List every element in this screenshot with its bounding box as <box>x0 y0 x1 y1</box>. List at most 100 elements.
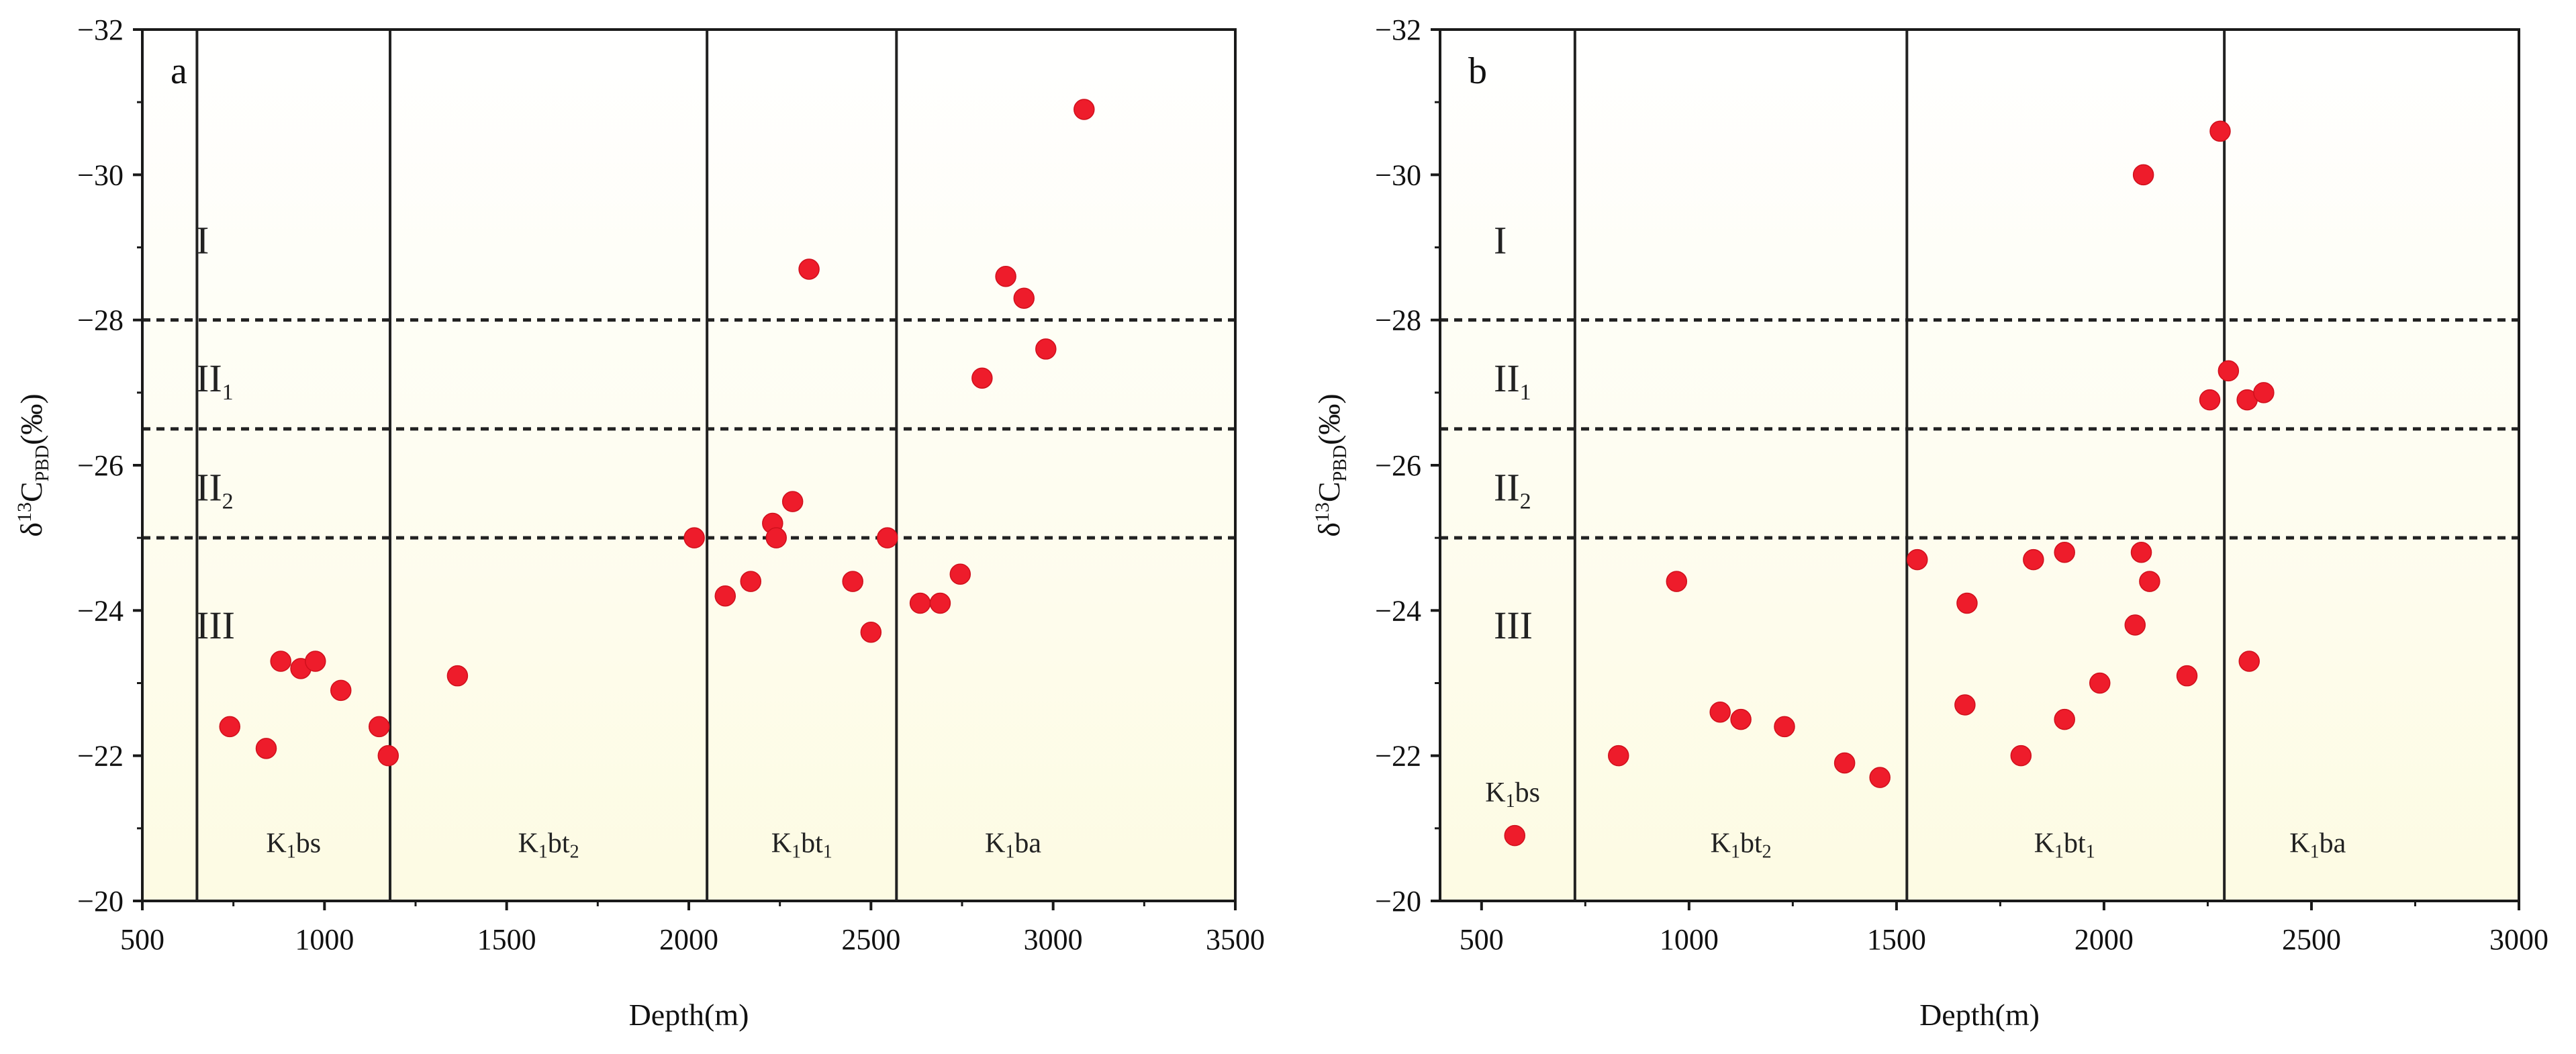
data-point <box>1035 338 1057 360</box>
data-point <box>2023 548 2044 571</box>
data-point <box>1907 548 1928 571</box>
formation-label: K1bt1 <box>2034 828 2095 862</box>
data-point <box>2209 120 2231 142</box>
x-tick-label: 1500 <box>1867 923 1926 956</box>
y-tick-label: −30 <box>77 158 124 191</box>
panel-letter: a <box>171 50 187 92</box>
zone-label: III <box>1494 604 1533 647</box>
x-tick-label: 2000 <box>659 923 718 956</box>
data-point <box>1013 287 1035 309</box>
data-point <box>971 367 993 389</box>
data-point <box>2054 708 2075 730</box>
formation-label: K1ba <box>985 828 1041 862</box>
data-point <box>2010 745 2032 767</box>
panel-letter: b <box>1468 50 1487 92</box>
y-tick-label: −28 <box>77 304 124 337</box>
data-point <box>1709 702 1731 723</box>
x-tick-label: 500 <box>1460 923 1504 956</box>
x-tick-label: 1500 <box>477 923 536 956</box>
data-point <box>2139 571 2160 592</box>
data-point <box>781 491 804 512</box>
y-tick-label: −32 <box>1375 13 1421 46</box>
y-tick-label: −20 <box>77 885 124 918</box>
data-point <box>929 592 951 614</box>
x-tick-label: 2000 <box>2074 923 2134 956</box>
y-tick-label: −24 <box>1375 594 1421 627</box>
data-point <box>860 622 882 643</box>
formation-label: K1ba <box>2289 828 2346 862</box>
x-tick-label: 3000 <box>1024 923 1083 956</box>
data-point <box>1869 767 1891 788</box>
y-axis-title: δ13CPBD(‰) <box>1311 393 1351 536</box>
data-point <box>877 527 898 548</box>
data-point <box>330 679 352 702</box>
zone-label: II2 <box>1494 465 1531 514</box>
y-tick-label: −22 <box>1375 740 1421 773</box>
zone-label: III <box>196 604 235 647</box>
x-tick-label: 500 <box>120 923 164 956</box>
data-point <box>2253 382 2275 403</box>
x-tick-label: 2500 <box>2282 923 2341 956</box>
y-axis-title: δ13CPBD(‰) <box>13 393 53 536</box>
data-point <box>305 651 326 672</box>
data-point <box>949 563 971 585</box>
x-axis-title: Depth(m) <box>1919 998 2040 1032</box>
formation-label: K1bs <box>1485 777 1540 812</box>
data-point <box>1074 99 1095 120</box>
y-tick-label: −24 <box>77 594 124 627</box>
y-tick-label: −20 <box>1375 885 1421 918</box>
chart-panel-b: −20 −22 −24 −26 −28 −30 −32 500 1000 1500 2000 2500… <box>1311 13 2548 1032</box>
data-point <box>798 258 820 280</box>
data-point <box>1774 716 1795 738</box>
y-tick-label: −26 <box>1375 449 1421 482</box>
data-point <box>909 592 931 614</box>
data-point <box>765 527 787 548</box>
y-tick-label: −32 <box>77 13 124 46</box>
data-point <box>219 716 240 738</box>
formation-label: K1bt2 <box>1711 828 1772 862</box>
data-point <box>2217 360 2240 382</box>
zone-label: II1 <box>1494 356 1531 405</box>
data-point <box>2130 542 2152 563</box>
y-tick-label: −30 <box>1375 158 1421 191</box>
data-point <box>2132 164 2154 186</box>
data-point <box>270 651 291 672</box>
y-tick-label: −26 <box>77 449 124 482</box>
y-tick-label: −22 <box>77 740 124 773</box>
data-point <box>1833 752 1856 774</box>
data-point <box>995 266 1016 287</box>
zone-label: II1 <box>196 356 234 405</box>
x-tick-label: 1000 <box>1660 923 1719 956</box>
plot-background <box>142 30 1235 901</box>
data-point <box>2054 542 2075 563</box>
data-point <box>1504 824 1526 847</box>
data-point <box>842 571 863 592</box>
data-point <box>1666 571 1688 592</box>
data-point <box>2089 672 2111 694</box>
zone-label: II2 <box>196 465 234 514</box>
data-point <box>2124 614 2146 636</box>
formation-label: K1bt1 <box>771 828 832 862</box>
zone-label: I <box>1494 219 1507 262</box>
data-point <box>1608 745 1629 767</box>
zone-label: I <box>196 219 209 262</box>
data-point <box>2199 389 2221 411</box>
data-point <box>683 527 705 548</box>
x-tick-label: 2500 <box>841 923 900 956</box>
data-point <box>446 665 469 687</box>
data-point <box>1956 592 1978 614</box>
data-point <box>2176 665 2198 687</box>
data-point <box>2238 651 2260 672</box>
data-point <box>255 738 277 759</box>
x-axis-title: Depth(m) <box>629 998 749 1032</box>
formation-label: K1bs <box>266 828 321 862</box>
plot-background <box>1440 30 2519 901</box>
x-tick-label: 1000 <box>295 923 354 956</box>
formation-label: K1bt2 <box>518 828 579 862</box>
data-point <box>377 745 399 767</box>
x-tick-label: 3000 <box>2489 923 2548 956</box>
data-point <box>1730 708 1752 730</box>
x-tick-label: 3500 <box>1206 923 1265 956</box>
data-point <box>1954 694 1976 716</box>
y-tick-label: −28 <box>1375 304 1421 337</box>
